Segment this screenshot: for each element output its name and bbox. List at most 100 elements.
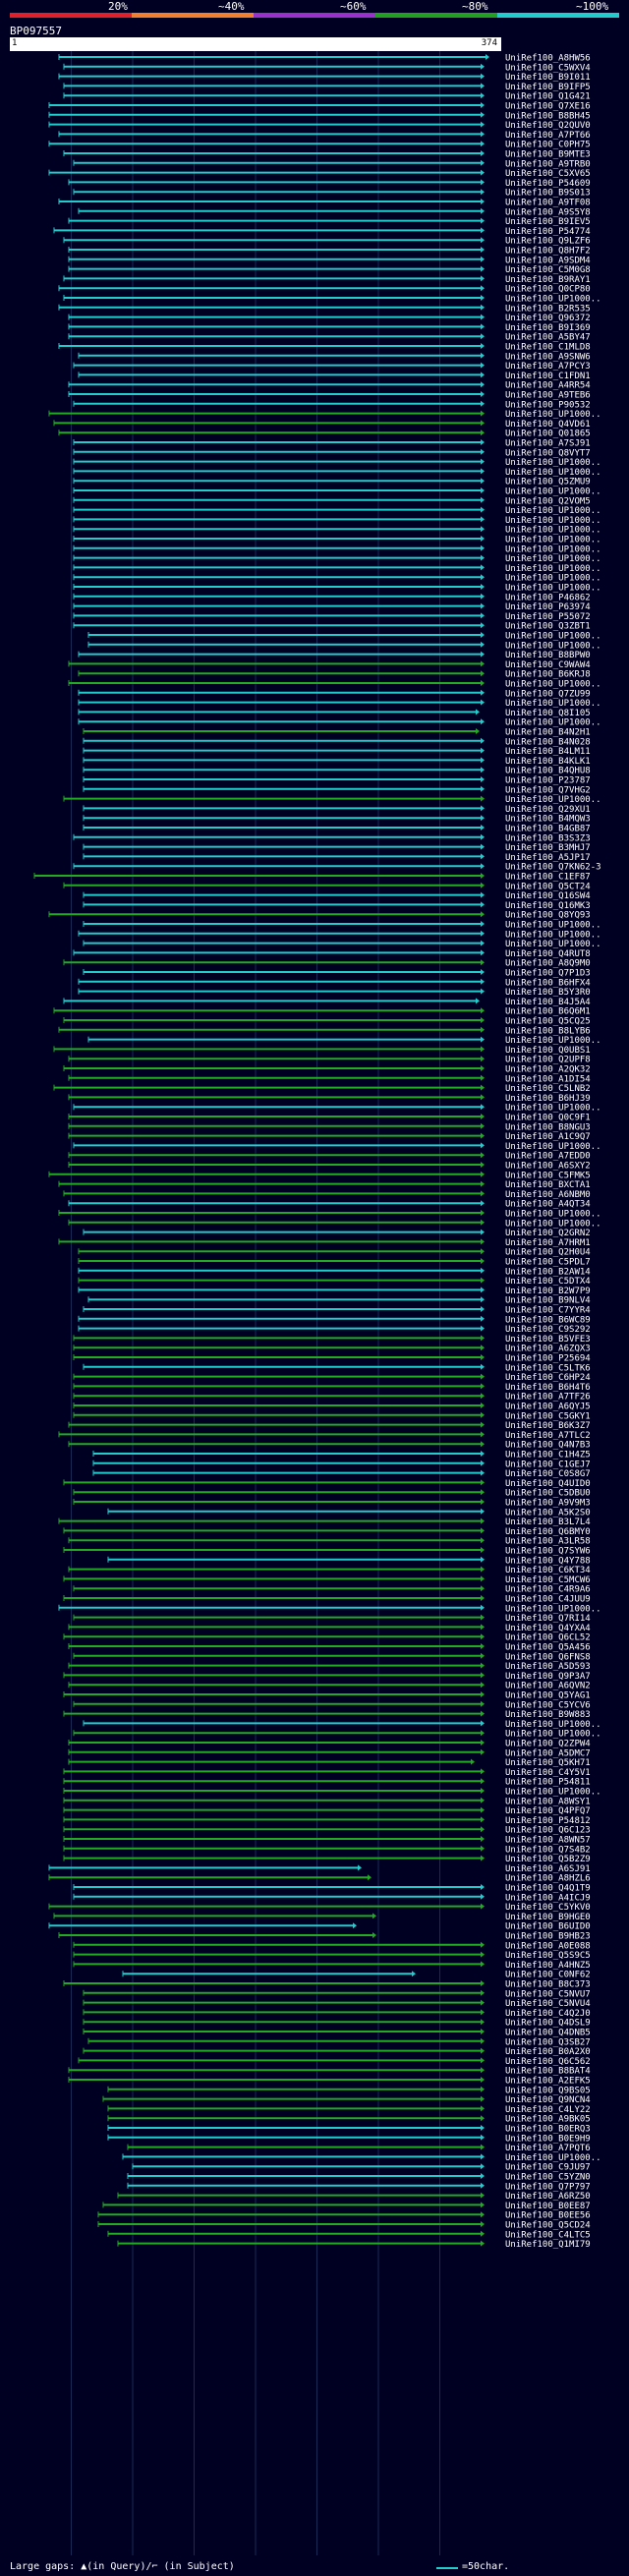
hit-label[interactable]: UniRef100_UP1000.. xyxy=(505,526,601,536)
hit-label[interactable]: UniRef100_UP1000.. xyxy=(505,410,601,420)
hit-label[interactable]: UniRef100_UP1000.. xyxy=(505,544,601,554)
hit-label[interactable]: UniRef100_UP1000.. xyxy=(505,699,601,709)
hit-label[interactable]: UniRef100_A8HW56 xyxy=(505,54,591,64)
hit-label[interactable]: UniRef100_B0ERQ3 xyxy=(505,2125,591,2135)
hit-label[interactable]: UniRef100_UP1000.. xyxy=(505,584,601,594)
hit-label[interactable]: UniRef100_Q8YQ93 xyxy=(505,911,591,921)
hit-label[interactable]: UniRef100_B0EE87 xyxy=(505,2202,591,2211)
hit-label[interactable]: UniRef100_C4Y5V1 xyxy=(505,1768,591,1778)
hit-label[interactable]: UniRef100_B4MQW3 xyxy=(505,815,591,825)
hit-label[interactable]: UniRef100_UP1000.. xyxy=(505,458,601,468)
hit-label[interactable]: UniRef100_C9WAW4 xyxy=(505,660,591,670)
hit-label[interactable]: UniRef100_B9RAY1 xyxy=(505,275,591,285)
hit-label[interactable]: UniRef100_Q6CL52 xyxy=(505,1633,591,1643)
hit-label[interactable]: UniRef100_Q0C9F1 xyxy=(505,1114,591,1123)
hit-label[interactable]: UniRef100_UP1000.. xyxy=(505,554,601,564)
hit-label[interactable]: UniRef100_C4LY22 xyxy=(505,2105,591,2115)
hit-label[interactable]: UniRef100_Q5YAG1 xyxy=(505,1691,591,1701)
hit-label[interactable]: UniRef100_Q6BMY0 xyxy=(505,1527,591,1537)
hit-label[interactable]: UniRef100_B9S013 xyxy=(505,189,591,199)
hit-label[interactable]: UniRef100_A7PCY3 xyxy=(505,362,591,372)
hit-label[interactable]: UniRef100_UP1000.. xyxy=(505,516,601,526)
hit-label[interactable]: UniRef100_C5GKY1 xyxy=(505,1411,591,1421)
hit-label[interactable]: UniRef100_UP1000.. xyxy=(505,1210,601,1220)
hit-label[interactable]: UniRef100_A3LR58 xyxy=(505,1537,591,1547)
hit-label[interactable]: UniRef100_Q5CQ25 xyxy=(505,1017,591,1027)
hit-label[interactable]: UniRef100_C5YCV6 xyxy=(505,1700,591,1710)
hit-label[interactable]: UniRef100_B4GB87 xyxy=(505,825,591,834)
hit-label[interactable]: UniRef100_Q5ZMU9 xyxy=(505,478,591,487)
hit-label[interactable]: UniRef100_C5FMK5 xyxy=(505,1171,591,1180)
hit-label[interactable]: UniRef100_Q4Y788 xyxy=(505,1556,591,1566)
hit-label[interactable]: UniRef100_Q96372 xyxy=(505,314,591,323)
hit-label[interactable]: UniRef100_A6NBM0 xyxy=(505,1190,591,1200)
hit-label[interactable]: UniRef100_UP1000.. xyxy=(505,1730,601,1740)
hit-label[interactable]: UniRef100_UP1000.. xyxy=(505,295,601,305)
hit-label[interactable]: UniRef100_Q1G421 xyxy=(505,92,591,102)
hit-label[interactable]: UniRef100_B2AW14 xyxy=(505,1267,591,1277)
hit-label[interactable]: UniRef100_A6ZQX3 xyxy=(505,1345,591,1354)
hit-label[interactable]: UniRef100_A9TEB6 xyxy=(505,391,591,401)
hit-label[interactable]: UniRef100_A2EFK5 xyxy=(505,2077,591,2087)
hit-label[interactable]: UniRef100_B2W7P9 xyxy=(505,1287,591,1296)
hit-label[interactable]: UniRef100_B3L7L4 xyxy=(505,1517,591,1527)
hit-label[interactable]: UniRef100_C5MCW6 xyxy=(505,1575,591,1585)
hit-label[interactable]: UniRef100_A8Q9M0 xyxy=(505,959,591,969)
hit-label[interactable]: UniRef100_C4Q2J0 xyxy=(505,2009,591,2019)
hit-label[interactable]: UniRef100_UP1000.. xyxy=(505,2153,601,2163)
hit-label[interactable]: UniRef100_A5BY47 xyxy=(505,333,591,343)
hit-label[interactable]: UniRef100_A8WN57 xyxy=(505,1836,591,1846)
hit-label[interactable]: UniRef100_Q4N7B3 xyxy=(505,1441,591,1451)
hit-label[interactable]: UniRef100_B4J5A4 xyxy=(505,998,591,1007)
hit-label[interactable]: UniRef100_Q2ZPW4 xyxy=(505,1740,591,1749)
hit-label[interactable]: UniRef100_Q5A456 xyxy=(505,1643,591,1653)
hit-label[interactable]: UniRef100_B9IEV5 xyxy=(505,217,591,227)
hit-label[interactable]: UniRef100_A4ICJ9 xyxy=(505,1893,591,1903)
hit-label[interactable]: UniRef100_A1C9Q7 xyxy=(505,1132,591,1142)
hit-label[interactable]: UniRef100_P23787 xyxy=(505,776,591,786)
hit-label[interactable]: UniRef100_C5XV65 xyxy=(505,169,591,179)
hit-label[interactable]: UniRef100_Q4PFQ7 xyxy=(505,1806,591,1816)
hit-label[interactable]: UniRef100_B8LYB6 xyxy=(505,1026,591,1036)
hit-label[interactable]: UniRef100_C5M0G8 xyxy=(505,265,591,275)
hit-label[interactable]: UniRef100_UP1000.. xyxy=(505,641,601,651)
hit-label[interactable]: UniRef100_C5YKV0 xyxy=(505,1903,591,1913)
hit-label[interactable]: UniRef100_C0PH75 xyxy=(505,141,591,150)
hit-label[interactable]: UniRef100_P54812 xyxy=(505,1816,591,1826)
hit-label[interactable]: UniRef100_B9IFP5 xyxy=(505,83,591,92)
hit-label[interactable]: UniRef100_B8NGU3 xyxy=(505,1122,591,1132)
hit-label[interactable]: UniRef100_A6QYJ5 xyxy=(505,1402,591,1412)
hit-label[interactable]: UniRef100_Q4DSL9 xyxy=(505,2019,591,2029)
hit-label[interactable]: UniRef100_C5PDL7 xyxy=(505,1258,591,1268)
hit-label[interactable]: UniRef100_Q4YXA4 xyxy=(505,1624,591,1633)
hit-label[interactable]: UniRef100_Q16SW4 xyxy=(505,891,591,901)
hit-label[interactable]: UniRef100_P90532 xyxy=(505,400,591,410)
hit-label[interactable]: UniRef100_B9I369 xyxy=(505,323,591,333)
hit-label[interactable]: UniRef100_BXCTA1 xyxy=(505,1180,591,1190)
hit-label[interactable]: UniRef100_UP1000.. xyxy=(505,1036,601,1046)
hit-label[interactable]: UniRef100_Q6C123 xyxy=(505,1826,591,1836)
hit-label[interactable]: UniRef100_A5K2S0 xyxy=(505,1508,591,1517)
hit-label[interactable]: UniRef100_UP1000.. xyxy=(505,1219,601,1229)
hit-label[interactable]: UniRef100_A7EDD0 xyxy=(505,1152,591,1162)
hit-label[interactable]: UniRef100_Q7SYW6 xyxy=(505,1547,591,1557)
hit-label[interactable]: UniRef100_A7HRM1 xyxy=(505,1238,591,1248)
hit-label[interactable]: UniRef100_C7YYR4 xyxy=(505,1306,591,1316)
hit-label[interactable]: UniRef100_C5NVU4 xyxy=(505,1999,591,2009)
hit-label[interactable]: UniRef100_B6HFX4 xyxy=(505,978,591,988)
hit-label[interactable]: UniRef100_Q5CT24 xyxy=(505,882,591,891)
hit-label[interactable]: UniRef100_Q5KH71 xyxy=(505,1758,591,1768)
hit-label[interactable]: UniRef100_B0EE56 xyxy=(505,2211,591,2221)
hit-label[interactable]: UniRef100_UP1000.. xyxy=(505,564,601,574)
hit-label[interactable]: UniRef100_A7TLC2 xyxy=(505,1431,591,1441)
hit-label[interactable]: UniRef100_A4HNZ5 xyxy=(505,1961,591,1971)
hit-label[interactable]: UniRef100_UP1000.. xyxy=(505,632,601,642)
hit-label[interactable]: UniRef100_UP1000.. xyxy=(505,940,601,949)
hit-label[interactable]: UniRef100_Q8H7F2 xyxy=(505,247,591,257)
hit-label[interactable]: UniRef100_A0E088 xyxy=(505,1941,591,1951)
hit-label[interactable]: UniRef100_B3S3Z3 xyxy=(505,833,591,843)
hit-label[interactable]: UniRef100_C1EF87 xyxy=(505,873,591,883)
hit-label[interactable]: UniRef100_B4KLK1 xyxy=(505,757,591,767)
hit-label[interactable]: UniRef100_Q4VD61 xyxy=(505,420,591,429)
hit-label[interactable]: UniRef100_C5YZN0 xyxy=(505,2173,591,2183)
